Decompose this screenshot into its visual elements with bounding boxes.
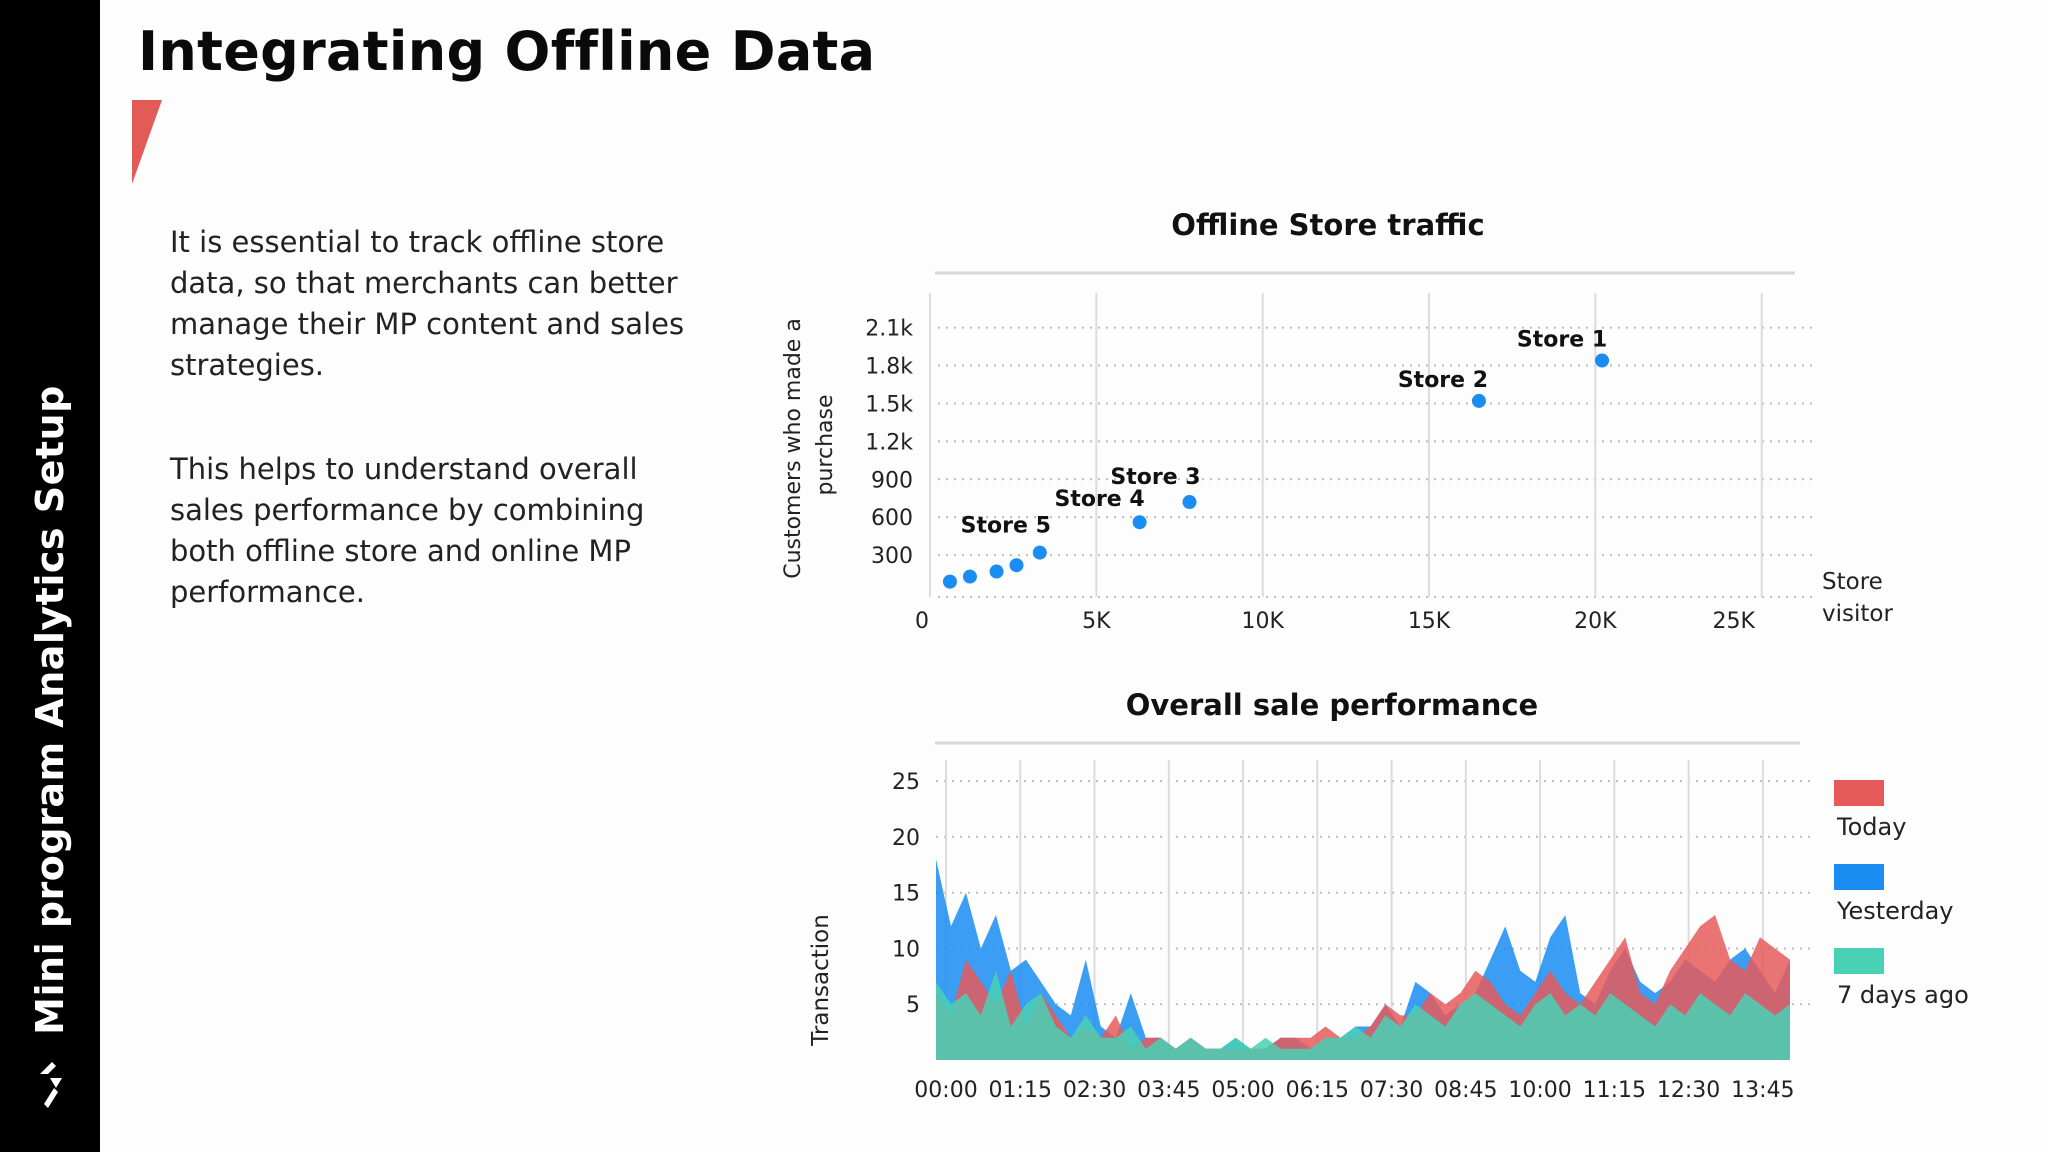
data-points (942, 353, 1610, 589)
y-tick-label: 1.2k (865, 430, 913, 455)
legend-label: Yesterday (1836, 897, 1954, 925)
brand-logo-icon (40, 1062, 62, 1108)
store-traffic-scatter-chart: Offline Store traffic 300 600 900 1.2k 1.5k 1… (781, 208, 1893, 634)
legend: Today Yesterday 7 days ago (1834, 780, 1969, 1009)
y-tick-label: 2.1k (865, 317, 913, 342)
scatter-point (1595, 353, 1610, 368)
legend-swatch (1834, 864, 1884, 890)
scatter-point (989, 564, 1004, 579)
y-axis-label: Customers who made a purchase (781, 311, 838, 579)
x-tick-label: 02:30 (1063, 1078, 1126, 1103)
scatter-point (1009, 558, 1024, 573)
scatter-point (1032, 545, 1047, 560)
y-tick-label: 300 (871, 544, 913, 569)
x-axis-ticks: 00:00 01:15 02:30 03:45 05:00 06:15 07:30 08:45… (914, 1078, 1794, 1103)
x-tick-label: 10K (1241, 609, 1284, 634)
scatter-point (1471, 393, 1486, 408)
x-tick-label: 0 (915, 609, 929, 634)
legend-label: 7 days ago (1837, 981, 1969, 1009)
scatter-point (1132, 515, 1147, 530)
scatter-point (1182, 495, 1197, 510)
point-label: Store 1 (1517, 327, 1607, 352)
x-axis-ticks: 0 5K 10K 15K 20K 25K (915, 609, 1756, 634)
point-label: Store 2 (1398, 368, 1488, 393)
grid (929, 293, 1815, 598)
y-tick-label: 1.8k (865, 355, 913, 380)
x-tick-label: 01:15 (989, 1078, 1052, 1103)
x-tick-label: 00:00 (914, 1078, 977, 1103)
scatter-point (942, 574, 957, 589)
series-area-7-days-ago (936, 970, 1790, 1060)
page-title: Integrating Offline Data (138, 20, 876, 83)
chart-title: Overall sale performance (1126, 688, 1538, 722)
sidebar: Mini program Analytics Setup (0, 0, 100, 1152)
point-label: Store 4 (1054, 487, 1144, 512)
x-tick-label: 06:15 (1286, 1078, 1349, 1103)
legend-label: Today (1836, 813, 1906, 841)
y-tick-label: 900 (871, 468, 913, 493)
x-tick-label: 5K (1082, 609, 1111, 634)
x-tick-label: 13:45 (1731, 1078, 1794, 1103)
sidebar-title: Mini program Analytics Setup (28, 385, 72, 1035)
y-tick-label: 1.5k (865, 392, 913, 417)
y-tick-label: 5 (906, 993, 920, 1018)
x-tick-label: 15K (1408, 609, 1451, 634)
point-label: Store 3 (1110, 465, 1200, 490)
chart-title: Offline Store traffic (1171, 208, 1484, 242)
grid (936, 760, 1810, 1060)
y-axis-ticks: 300 600 900 1.2k 1.5k 1.8k 2.1k (865, 317, 913, 569)
point-label: Store 5 (961, 514, 1051, 539)
y-tick-label: 25 (892, 770, 920, 795)
x-tick-label: 05:00 (1211, 1078, 1274, 1103)
x-tick-label: 07:30 (1360, 1078, 1423, 1103)
scatter-point (962, 569, 977, 584)
intro-paragraph: It is essential to track offline store d… (170, 225, 685, 382)
y-axis-ticks: 5 10 15 20 25 (892, 770, 920, 1018)
series-areas (936, 859, 1790, 1060)
x-tick-label: 08:45 (1434, 1078, 1497, 1103)
y-tick-label: 600 (871, 506, 913, 531)
x-tick-label: 03:45 (1137, 1078, 1200, 1103)
x-tick-label: 12:30 (1657, 1078, 1720, 1103)
y-tick-label: 20 (892, 826, 920, 851)
x-tick-label: 20K (1574, 609, 1617, 634)
y-tick-label: 15 (892, 882, 920, 907)
legend-swatch (1834, 948, 1884, 974)
x-tick-label: 25K (1713, 609, 1756, 634)
y-axis-label: Transaction (808, 914, 834, 1047)
x-tick-label: 10:00 (1508, 1078, 1571, 1103)
x-axis-label: Store visitor (1822, 569, 1893, 627)
accent-shape (132, 100, 162, 184)
summary-paragraph: This helps to understand overall sales p… (170, 452, 645, 609)
x-tick-label: 11:15 (1583, 1078, 1646, 1103)
legend-swatch (1834, 780, 1884, 806)
y-tick-label: 10 (892, 937, 920, 962)
sale-performance-area-chart: Overall sale performance 5 10 15 20 25 00:00… (808, 688, 1969, 1103)
